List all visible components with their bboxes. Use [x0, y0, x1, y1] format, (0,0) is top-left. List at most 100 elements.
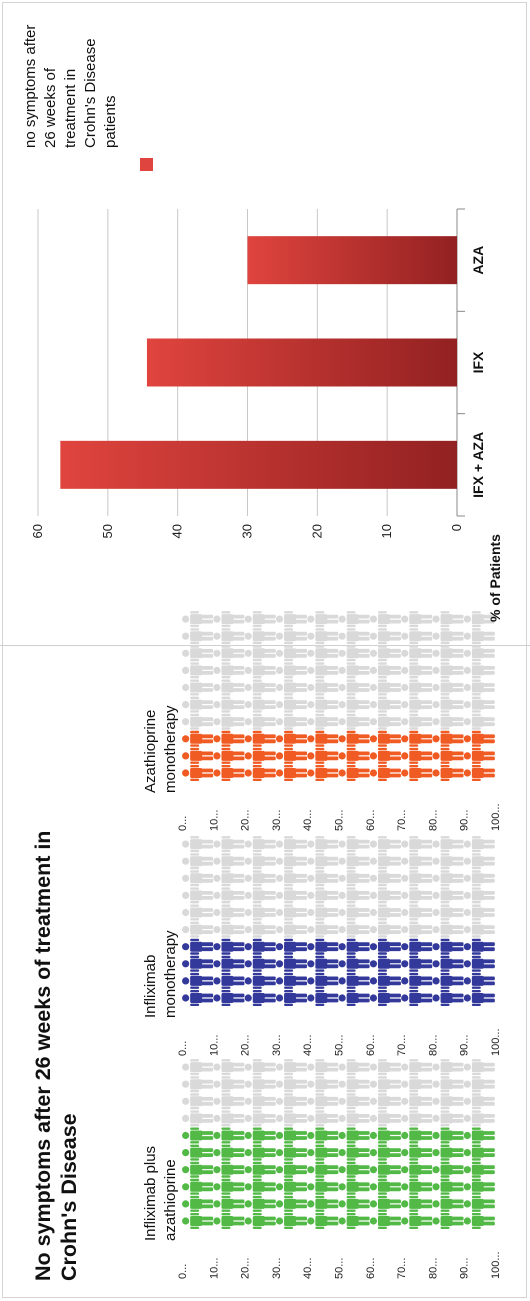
person-icon-inactive — [338, 662, 370, 679]
row-label: 90... — [459, 1258, 471, 1279]
person-icon-inactive — [275, 611, 308, 628]
person-icon-active — [244, 1213, 276, 1229]
person-icon-inactive — [244, 904, 276, 921]
person-icon-active — [275, 972, 308, 989]
row-label: 30... — [271, 1035, 283, 1056]
person-icon-active — [338, 955, 370, 972]
person-icon-inactive — [338, 713, 370, 730]
person-icon-active — [369, 730, 401, 747]
person-icon-inactive — [432, 662, 464, 679]
category-labels: IFX + AZA IFX AZA — [470, 246, 486, 498]
person-icon-inactive — [463, 679, 495, 696]
person-icon-active — [338, 1161, 370, 1178]
person-icon-inactive — [244, 1093, 276, 1110]
person-icon-active — [275, 990, 308, 1006]
person-icon-inactive — [432, 921, 464, 938]
person-icon-active — [244, 1144, 276, 1161]
person-icon-active — [369, 747, 401, 764]
person-icon-inactive — [244, 713, 276, 730]
person-icon-active — [338, 1178, 370, 1195]
person-icon-active — [369, 1195, 401, 1212]
y-tick-labels: 0 10 20 30 40 50 60 — [30, 524, 464, 538]
person-icon-active — [275, 955, 308, 972]
page-title-line-1: No symptoms after 26 weeks of treatment … — [31, 831, 55, 1281]
person-icon-inactive — [369, 611, 401, 628]
bar-ifx-aza — [60, 440, 457, 489]
row-label: 40... — [302, 810, 314, 831]
person-icon-inactive — [338, 836, 370, 853]
row-label: 70... — [396, 1035, 408, 1056]
person-icon-inactive — [338, 645, 370, 662]
person-icon-inactive — [432, 611, 464, 628]
person-icon-inactive — [275, 713, 308, 730]
person-icon-inactive — [307, 904, 339, 921]
person-icon-active — [307, 1127, 339, 1144]
person-icon-active — [369, 1178, 401, 1195]
person-icon-active — [307, 1213, 339, 1229]
person-icon-inactive — [182, 1093, 214, 1110]
person-icon-active — [401, 765, 433, 781]
page-title-line-2: Crohn's Disease — [57, 1113, 81, 1281]
person-icon-inactive — [432, 1110, 464, 1127]
person-icon-active — [432, 730, 464, 747]
person-icon-inactive — [307, 611, 339, 628]
row-label: 50... — [334, 1035, 346, 1056]
category-label: IFX + AZA — [470, 432, 486, 498]
person-icon-active — [244, 1127, 276, 1144]
person-icon-inactive — [275, 1076, 308, 1093]
person-icon-active — [401, 955, 433, 972]
person-icon-inactive — [275, 679, 308, 696]
legend-text-line: treatment in — [62, 69, 79, 148]
person-icon-inactive — [369, 1093, 401, 1110]
legend-text-line: Crohn's Disease — [82, 38, 99, 148]
person-icon-active — [213, 747, 245, 764]
person-icon-inactive — [463, 836, 495, 853]
person-icon-inactive — [401, 713, 433, 730]
person-icon-active — [275, 1161, 308, 1178]
person-icon-active — [307, 938, 339, 955]
person-icon-active — [432, 1161, 464, 1178]
pictograph-panel: Infliximab plus azathioprine 100... 90... 80… — [142, 611, 502, 1279]
bar-ifx — [146, 338, 457, 387]
person-icon-inactive — [463, 1093, 495, 1110]
person-icon-inactive — [275, 1059, 308, 1076]
legend-text-line: patients — [102, 95, 119, 148]
person-icon-inactive — [244, 1059, 276, 1076]
person-icon-active — [307, 1144, 339, 1161]
person-icon-inactive — [275, 696, 308, 713]
person-icon-inactive — [401, 870, 433, 887]
person-icon-active — [463, 1127, 495, 1144]
person-icon-inactive — [244, 662, 276, 679]
row-label: 100... — [490, 1028, 502, 1056]
person-icon-active — [432, 1195, 464, 1212]
person-icon-active — [369, 972, 401, 989]
person-icon-inactive — [275, 628, 308, 645]
legend-label: no symptoms after 26 weeks of treatment in… — [22, 25, 119, 148]
person-icon-active — [213, 1144, 245, 1161]
group-title-line: monotherapy — [162, 705, 179, 793]
legend-text-line: no symptoms after — [22, 25, 39, 148]
person-icon-inactive — [369, 870, 401, 887]
person-icon-inactive — [432, 904, 464, 921]
row-label: 60... — [365, 1035, 377, 1056]
person-icon-active — [213, 972, 245, 989]
group-title-line: Infliximab plus — [142, 1146, 159, 1241]
person-icon-inactive — [307, 1093, 339, 1110]
person-icon-active — [213, 730, 245, 747]
person-icon-inactive — [401, 853, 433, 870]
person-icon-active — [369, 1144, 401, 1161]
person-icon-inactive — [369, 1076, 401, 1093]
person-icon-inactive — [213, 628, 245, 645]
person-icon-inactive — [244, 679, 276, 696]
person-icon-inactive — [213, 1059, 245, 1076]
person-icon-active — [275, 1127, 308, 1144]
row-label: 20... — [240, 1035, 252, 1056]
person-icon-inactive — [432, 1076, 464, 1093]
person-icon-active — [307, 972, 339, 989]
person-icon-inactive — [182, 679, 214, 696]
pictograph-group-3: Azathioprine monotherapy 100... 90... 80... 7… — [142, 611, 502, 831]
row-label: 10... — [208, 810, 220, 831]
person-icon-inactive — [182, 1059, 214, 1076]
person-icon-active — [432, 1127, 464, 1144]
